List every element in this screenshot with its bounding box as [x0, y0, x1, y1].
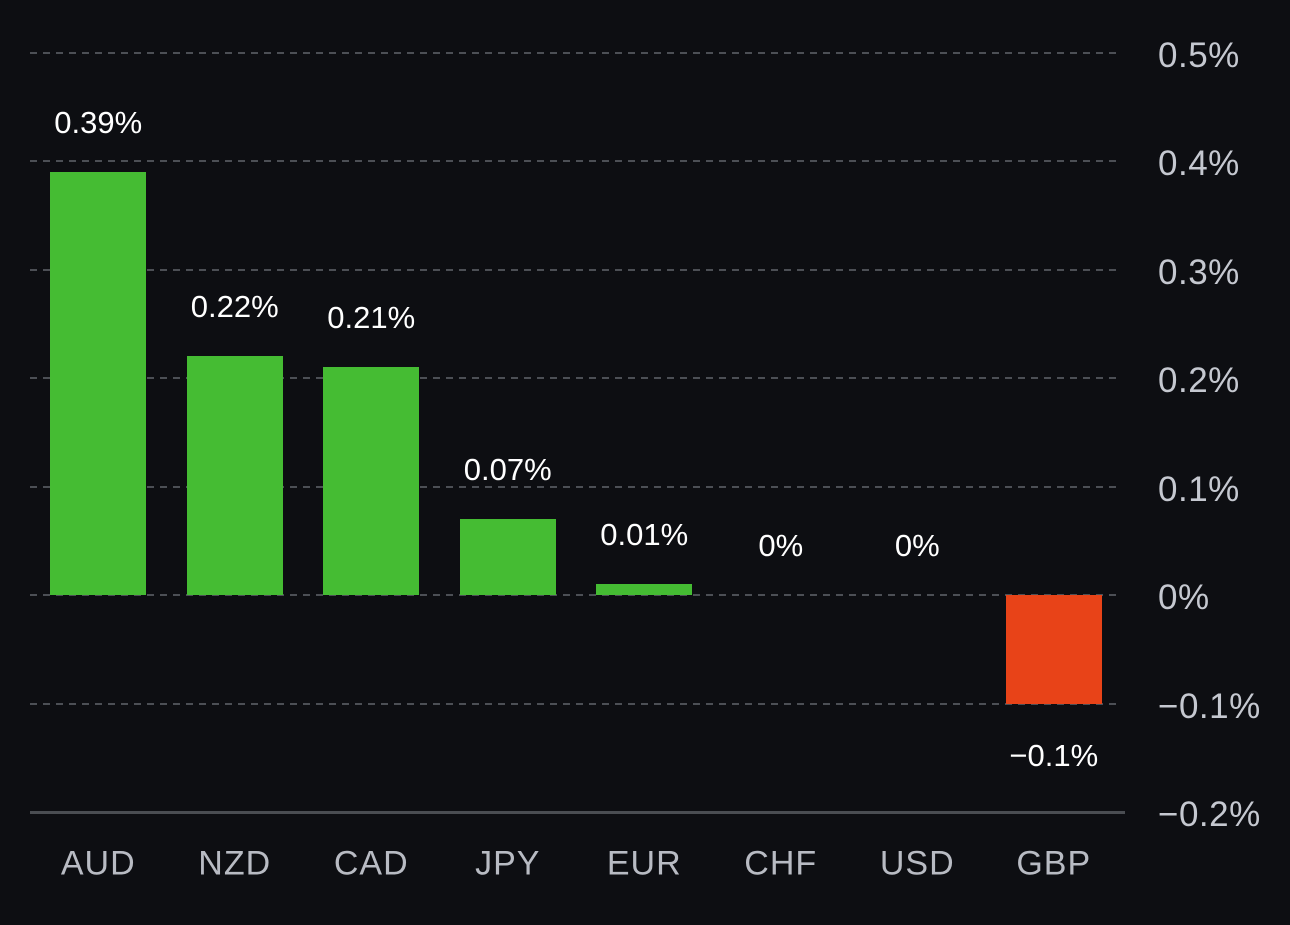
y-axis-tick-label: 0.1%	[1158, 469, 1240, 509]
gridline-0.3%	[30, 268, 1122, 271]
y-axis-tick-label: 0.2%	[1158, 361, 1240, 400]
x-axis-line	[30, 811, 1125, 814]
bar-value-label-aud: 0.39%	[54, 104, 143, 140]
x-axis-label-eur: EUR	[606, 844, 682, 883]
bar-value-label-cad: 0.21%	[327, 300, 416, 336]
bar-value-label-eur: 0.01%	[600, 517, 689, 553]
bar-value-label-jpy: 0.07%	[463, 452, 552, 488]
bar-value-label-nzd: 0.22%	[190, 289, 279, 325]
bar-value-label-gbp: −0.1%	[1009, 737, 1099, 773]
x-axis-label-aud: AUD	[60, 844, 136, 883]
gridline-0.5%	[30, 51, 1122, 54]
y-axis-tick-label: 0.3%	[1158, 252, 1240, 292]
bar-nzd[interactable]	[186, 356, 283, 595]
bar-value-label-chf: 0%	[758, 528, 804, 563]
bar-aud[interactable]	[50, 171, 147, 595]
bar-jpy[interactable]	[459, 519, 556, 595]
x-axis-label-chf: CHF	[744, 844, 818, 883]
y-axis-tick-label: 0.5%	[1158, 35, 1240, 75]
gridline-0.4%	[30, 160, 1122, 162]
bar-cad[interactable]	[323, 367, 420, 595]
y-axis-tick-label: 0%	[1158, 578, 1210, 617]
x-axis-label-gbp: GBP	[1016, 844, 1092, 883]
x-axis-label-jpy: JPY	[475, 844, 541, 883]
bar-gbp[interactable]	[1005, 595, 1102, 704]
bar-value-label-usd: 0%	[894, 528, 940, 563]
bar-eur[interactable]	[596, 584, 693, 595]
y-axis-tick-label: −0.1%	[1158, 686, 1261, 726]
x-axis-label-nzd: NZD	[198, 844, 272, 883]
y-axis-tick-label: −0.2%	[1158, 795, 1261, 834]
x-axis-label-cad: CAD	[333, 844, 409, 883]
y-axis-tick-label: 0.4%	[1158, 144, 1240, 183]
gridline-−0.1%	[30, 702, 1122, 705]
x-axis-label-usd: USD	[879, 844, 955, 883]
